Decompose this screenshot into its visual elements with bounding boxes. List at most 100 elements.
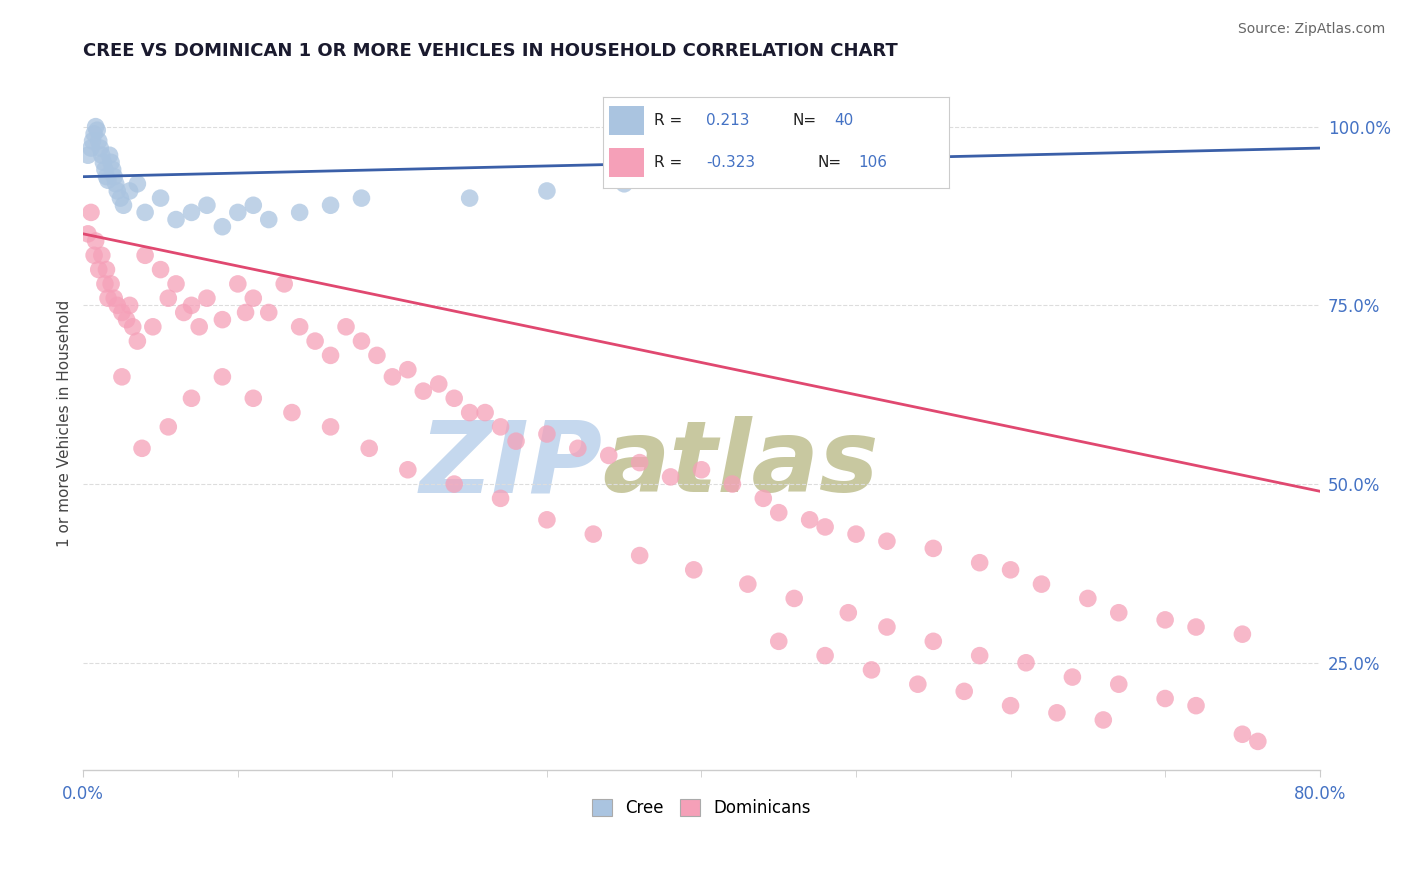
Point [94,277,117,291]
Point [82,134,104,148]
Point [381,369,404,384]
Point [953,684,976,698]
Point [366,348,388,362]
Text: Source: ZipAtlas.com: Source: ZipAtlas.com [1237,22,1385,37]
Point [96,262,118,277]
Point [104,177,127,191]
Point [799,513,821,527]
Point [242,291,264,305]
Point [876,620,898,634]
Point [273,277,295,291]
Point [319,198,342,212]
Point [837,606,859,620]
Point [1092,713,1115,727]
Point [922,634,945,648]
Point [1247,734,1270,748]
Text: CREE VS DOMINICAN 1 OR MORE VEHICLES IN HOUSEHOLD CORRELATION CHART: CREE VS DOMINICAN 1 OR MORE VEHICLES IN … [83,42,898,60]
Point [682,563,704,577]
Point [768,634,790,648]
Point [860,663,883,677]
Y-axis label: 1 or more Vehicles in Household: 1 or more Vehicles in Household [58,300,72,547]
Point [489,491,512,506]
Point [536,513,558,527]
Point [112,198,135,212]
Point [319,420,342,434]
Point [613,177,636,191]
Point [127,177,149,191]
Point [157,420,180,434]
Point [87,134,110,148]
Point [211,312,233,326]
Point [1232,727,1254,741]
Point [427,376,450,391]
Point [582,527,605,541]
Point [412,384,434,398]
Point [100,155,122,169]
Point [1000,698,1022,713]
Point [783,591,806,606]
Point [115,312,138,326]
Point [474,406,496,420]
Point [110,191,132,205]
Point [103,169,125,184]
Point [77,227,100,241]
Point [242,198,264,212]
Point [969,556,991,570]
Point [100,277,122,291]
Point [87,262,110,277]
Point [598,449,620,463]
Point [443,391,465,405]
Point [768,506,790,520]
Point [922,541,945,556]
Point [737,577,759,591]
Point [131,442,153,456]
Point [536,184,558,198]
Point [752,491,775,506]
Point [93,155,115,169]
Point [180,205,202,219]
Point [211,219,233,234]
Point [105,184,128,198]
Point [458,406,481,420]
Text: ZIP: ZIP [419,417,603,514]
Text: atlas: atlas [603,417,879,514]
Point [907,677,929,691]
Point [111,305,134,319]
Point [134,248,156,262]
Point [121,319,143,334]
Point [84,120,107,134]
Point [1108,606,1130,620]
Point [84,234,107,248]
Point [845,527,868,541]
Point [1000,563,1022,577]
Point [98,148,121,162]
Point [396,362,419,376]
Point [876,534,898,549]
Point [319,348,342,362]
Point [443,477,465,491]
Point [86,123,108,137]
Point [1154,691,1177,706]
Point [396,463,419,477]
Point [97,291,120,305]
Point [80,205,103,219]
Point [1015,656,1038,670]
Point [103,291,125,305]
Point [90,148,112,162]
Point [96,169,118,184]
Point [118,298,141,312]
Point [567,442,589,456]
Point [350,334,373,348]
Point [83,127,105,141]
Point [118,184,141,198]
Point [242,391,264,405]
Point [814,648,837,663]
Point [1185,698,1208,713]
Point [235,305,257,319]
Point [1062,670,1084,684]
Point [1108,677,1130,691]
Point [149,262,172,277]
Point [721,477,744,491]
Point [969,648,991,663]
Point [288,319,311,334]
